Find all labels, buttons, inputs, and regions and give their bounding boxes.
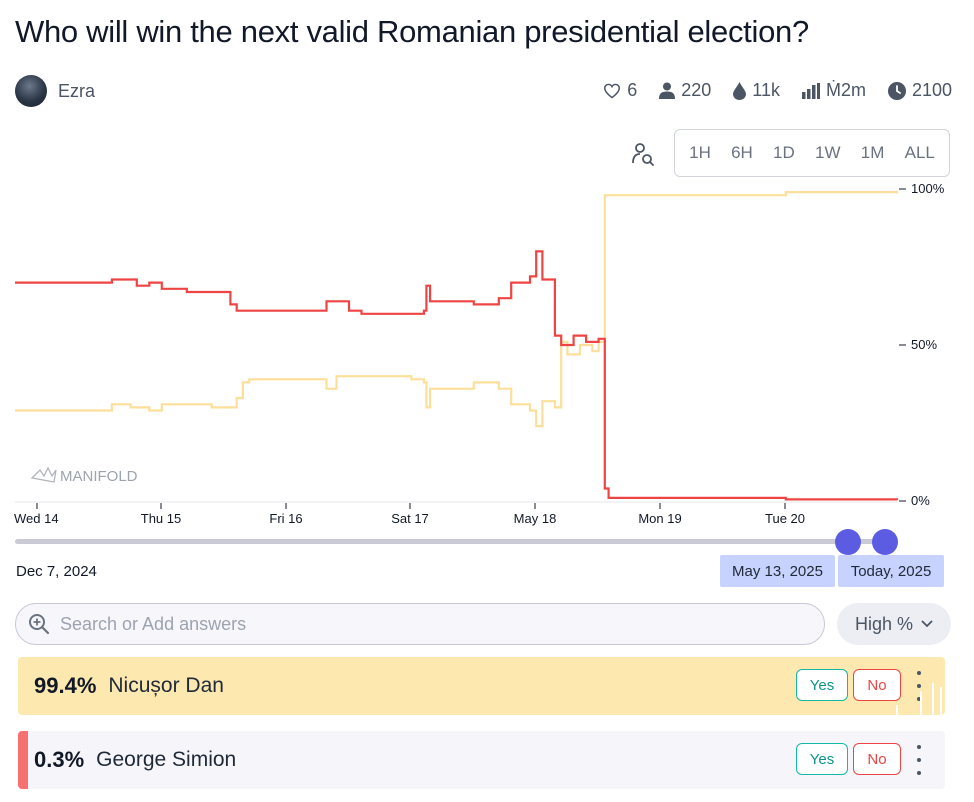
likes-stat[interactable]: 6	[603, 80, 637, 101]
range-1h-button[interactable]: 1H	[689, 143, 711, 162]
yes-button[interactable]: Yes	[796, 743, 848, 775]
range-1w-button[interactable]: 1W	[815, 143, 841, 162]
traders-count: 220	[681, 80, 712, 100]
y-tick-label: 50%	[911, 337, 937, 352]
unique-bettors-stat: 2100	[887, 80, 952, 101]
series-line	[15, 190, 899, 428]
range-1m-button[interactable]: 1M	[860, 143, 885, 162]
heart-icon	[604, 83, 621, 98]
manifold-logo-icon	[30, 466, 57, 483]
search-plus-icon	[29, 614, 50, 635]
answer-probability: 99.4%	[34, 673, 97, 698]
liquidity-icon	[733, 81, 747, 100]
probability-chart[interactable]: MANIFOLD Wed 14 Thu 15 Fri 16 Sat 17 May 18 M…	[0, 180, 974, 530]
answer-probability: 0.3%	[34, 747, 85, 772]
y-tick-label: 100%	[911, 181, 945, 196]
chevron-down-icon	[921, 620, 933, 628]
market-stats: 6 220 11k Ṁ2m 2100	[603, 80, 952, 101]
volume-value: Ṁ2m	[825, 80, 866, 100]
clock-icon	[887, 81, 906, 100]
answer-search	[15, 603, 825, 645]
sort-label: High %	[854, 613, 914, 634]
slider-start-handle[interactable]	[835, 529, 861, 555]
liquidity-stat: 11k	[733, 80, 780, 101]
y-tick-label: 0%	[911, 493, 930, 508]
creator-name[interactable]: Ezra	[58, 80, 96, 101]
time-range-selector: 1H 6H 1D 1W 1M ALL	[674, 129, 950, 177]
question-title: Who will win the next valid Romanian pre…	[15, 14, 809, 49]
manifold-watermark: MANIFOLD	[30, 466, 138, 485]
watermark-text: MANIFOLD	[60, 468, 138, 485]
traders-icon	[659, 82, 676, 99]
more-options-icon[interactable]	[914, 745, 924, 775]
slider-end-handle[interactable]	[872, 529, 898, 555]
range-all-button[interactable]: ALL	[904, 143, 935, 162]
x-tick-label: Fri 16	[269, 511, 302, 526]
x-tick-label: Sat 17	[391, 511, 429, 526]
liquidity-value: 11k	[752, 80, 780, 100]
clock-value: 2100	[911, 80, 952, 100]
x-tick-label: Tue 20	[765, 511, 805, 526]
no-button[interactable]: No	[853, 669, 901, 701]
time-slider-track[interactable]	[15, 539, 888, 544]
user-filter-icon[interactable]	[630, 141, 656, 167]
answer-name: Nicușor Dan	[108, 674, 224, 697]
volume-stat: Ṁ2m	[801, 80, 866, 101]
more-options-icon[interactable]	[914, 671, 924, 701]
slider-min-date: Dec 7, 2024	[16, 563, 97, 580]
traders-stat: 220	[659, 80, 711, 101]
search-input[interactable]	[58, 612, 762, 636]
x-tick-label: May 18	[514, 511, 557, 526]
likes-count: 6	[627, 80, 638, 100]
series-line	[15, 250, 899, 501]
answer-row[interactable]: 0.3% George Simion Yes No	[18, 731, 945, 789]
no-button[interactable]: No	[853, 743, 901, 775]
avatar[interactable]	[15, 75, 47, 107]
creator[interactable]: Ezra	[15, 75, 95, 107]
probability-bar	[18, 731, 28, 789]
x-tick-label: Wed 14	[14, 511, 59, 526]
answer-name: George Simion	[96, 748, 237, 771]
answer-row[interactable]: 99.4% Nicușor Dan Yes No	[18, 657, 945, 715]
sort-dropdown[interactable]: High %	[837, 603, 951, 645]
range-end-date: Today, 2025	[838, 555, 944, 587]
range-1d-button[interactable]: 1D	[773, 143, 795, 162]
yes-button[interactable]: Yes	[796, 669, 848, 701]
volume-icon	[801, 82, 820, 99]
range-6h-button[interactable]: 6H	[731, 143, 753, 162]
range-start-date: May 13, 2025	[720, 555, 835, 587]
x-tick-label: Mon 19	[638, 511, 681, 526]
answer-sparkline	[896, 683, 942, 715]
x-tick-label: Thu 15	[141, 511, 181, 526]
